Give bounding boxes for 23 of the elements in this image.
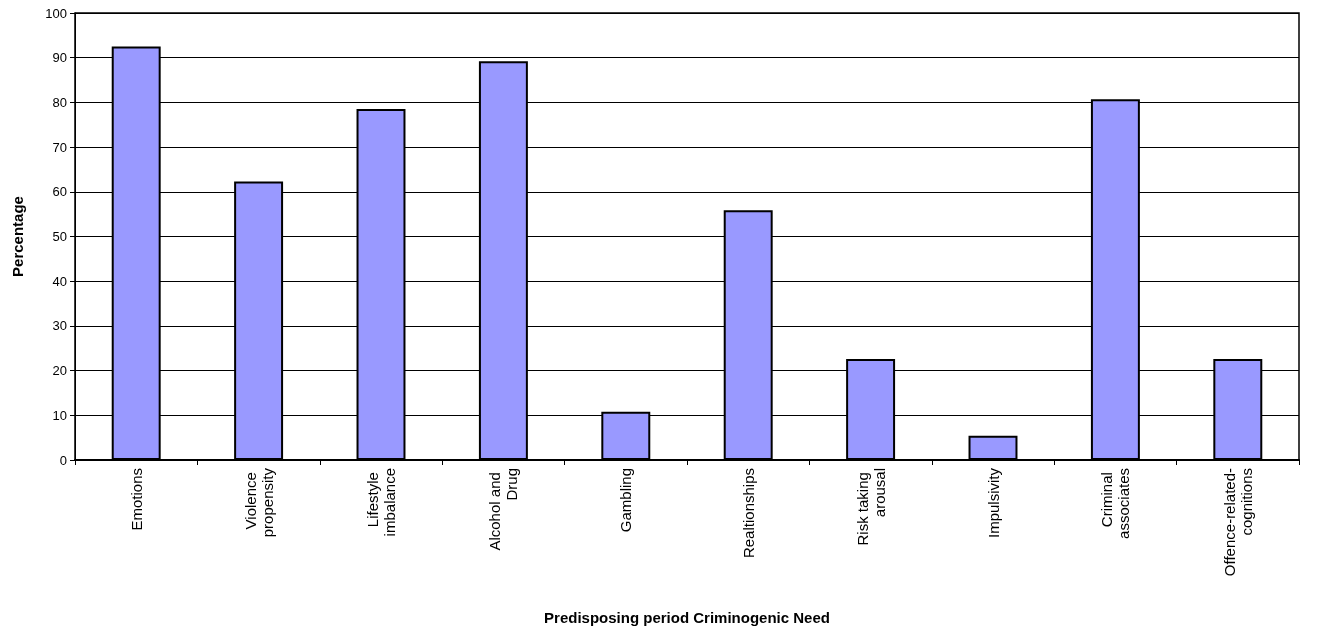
x-tick-label: Criminal associates xyxy=(1098,468,1133,539)
y-tick-label: 20 xyxy=(52,363,67,379)
y-axis-title: Percentage xyxy=(9,196,26,277)
y-tick-label: 70 xyxy=(52,139,67,155)
x-tick-label: Violence propensity xyxy=(241,467,276,538)
x-axis-title: Predisposing period Criminogenic Need xyxy=(544,609,830,626)
y-tick-label: 60 xyxy=(52,184,67,200)
y-tick-label: 30 xyxy=(52,318,67,334)
x-tick-label: Lifestyle imbalance xyxy=(364,468,398,537)
x-tick-label: Gambling xyxy=(617,468,635,533)
x-tick-label: Offence-related-cognitions xyxy=(1220,468,1255,577)
x-tick-label: Impulsivity xyxy=(984,467,1002,539)
y-tick-label: 90 xyxy=(52,50,67,66)
y-tick-label: 100 xyxy=(45,5,67,21)
x-tick-label: Emotions xyxy=(127,468,145,531)
x-tick-label: Alcohol and Drug xyxy=(486,468,521,551)
x-tick-label: Realtionships xyxy=(739,468,757,559)
y-tick-label: 10 xyxy=(52,407,67,423)
y-tick-label: 50 xyxy=(52,229,67,244)
y-tick-label: 40 xyxy=(52,273,67,289)
y-tick-label: 0 xyxy=(59,452,67,468)
x-tick-label: Risk taking arousal xyxy=(853,468,888,546)
y-tick-label: 80 xyxy=(52,94,67,110)
